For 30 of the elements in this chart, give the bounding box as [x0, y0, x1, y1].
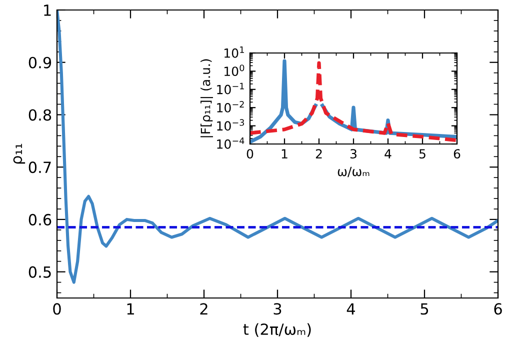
- x-tick-label: 0: [53, 303, 61, 315]
- x-axis-title: t (2π/ωₘ): [243, 323, 311, 337]
- x-tick-label: 4: [346, 303, 356, 314]
- y-tick-label: 10$^{−3}$: [217, 119, 244, 131]
- x-tick-label: 6: [494, 303, 502, 315]
- y-tick-label: 10$^{−2}$: [217, 100, 244, 112]
- y-tick-label: 0.5: [28, 266, 51, 278]
- y-tick-label: 10$^{0}$: [224, 64, 244, 76]
- x-tick-label: 4: [384, 149, 392, 158]
- x-tick-label: 3: [350, 149, 356, 159]
- x-tick-label: 5: [419, 149, 426, 159]
- x-tick-label: 6: [454, 149, 460, 159]
- y-tick-label: 10$^{1}$: [224, 46, 244, 58]
- y-tick-label: 1: [44, 4, 51, 16]
- y-tick-label: 10$^{−4}$: [217, 138, 244, 149]
- y-axis-title: ρ₁₁: [13, 144, 26, 164]
- x-tick-label: 2: [200, 303, 208, 314]
- x-tick-label: 1: [127, 303, 134, 314]
- x-tick-label: 5: [420, 303, 428, 315]
- y-tick-label: 0.9: [28, 56, 52, 68]
- x-axis-title: ω/ωₘ: [338, 166, 370, 178]
- y-tick-label: 0.6: [28, 214, 52, 226]
- y-tick-label: 10$^{−1}$: [217, 82, 244, 94]
- x-tick-label: 0: [246, 149, 254, 159]
- y-tick-label: 0.8: [28, 109, 52, 121]
- x-tick-label: 1: [282, 149, 288, 158]
- y-tick-label: 0.7: [28, 162, 51, 174]
- y-axis-title: |F[ρ₁₁]| (a.u.): [200, 59, 213, 138]
- x-tick-label: 3: [274, 303, 282, 315]
- x-tick-label: 2: [316, 149, 322, 158]
